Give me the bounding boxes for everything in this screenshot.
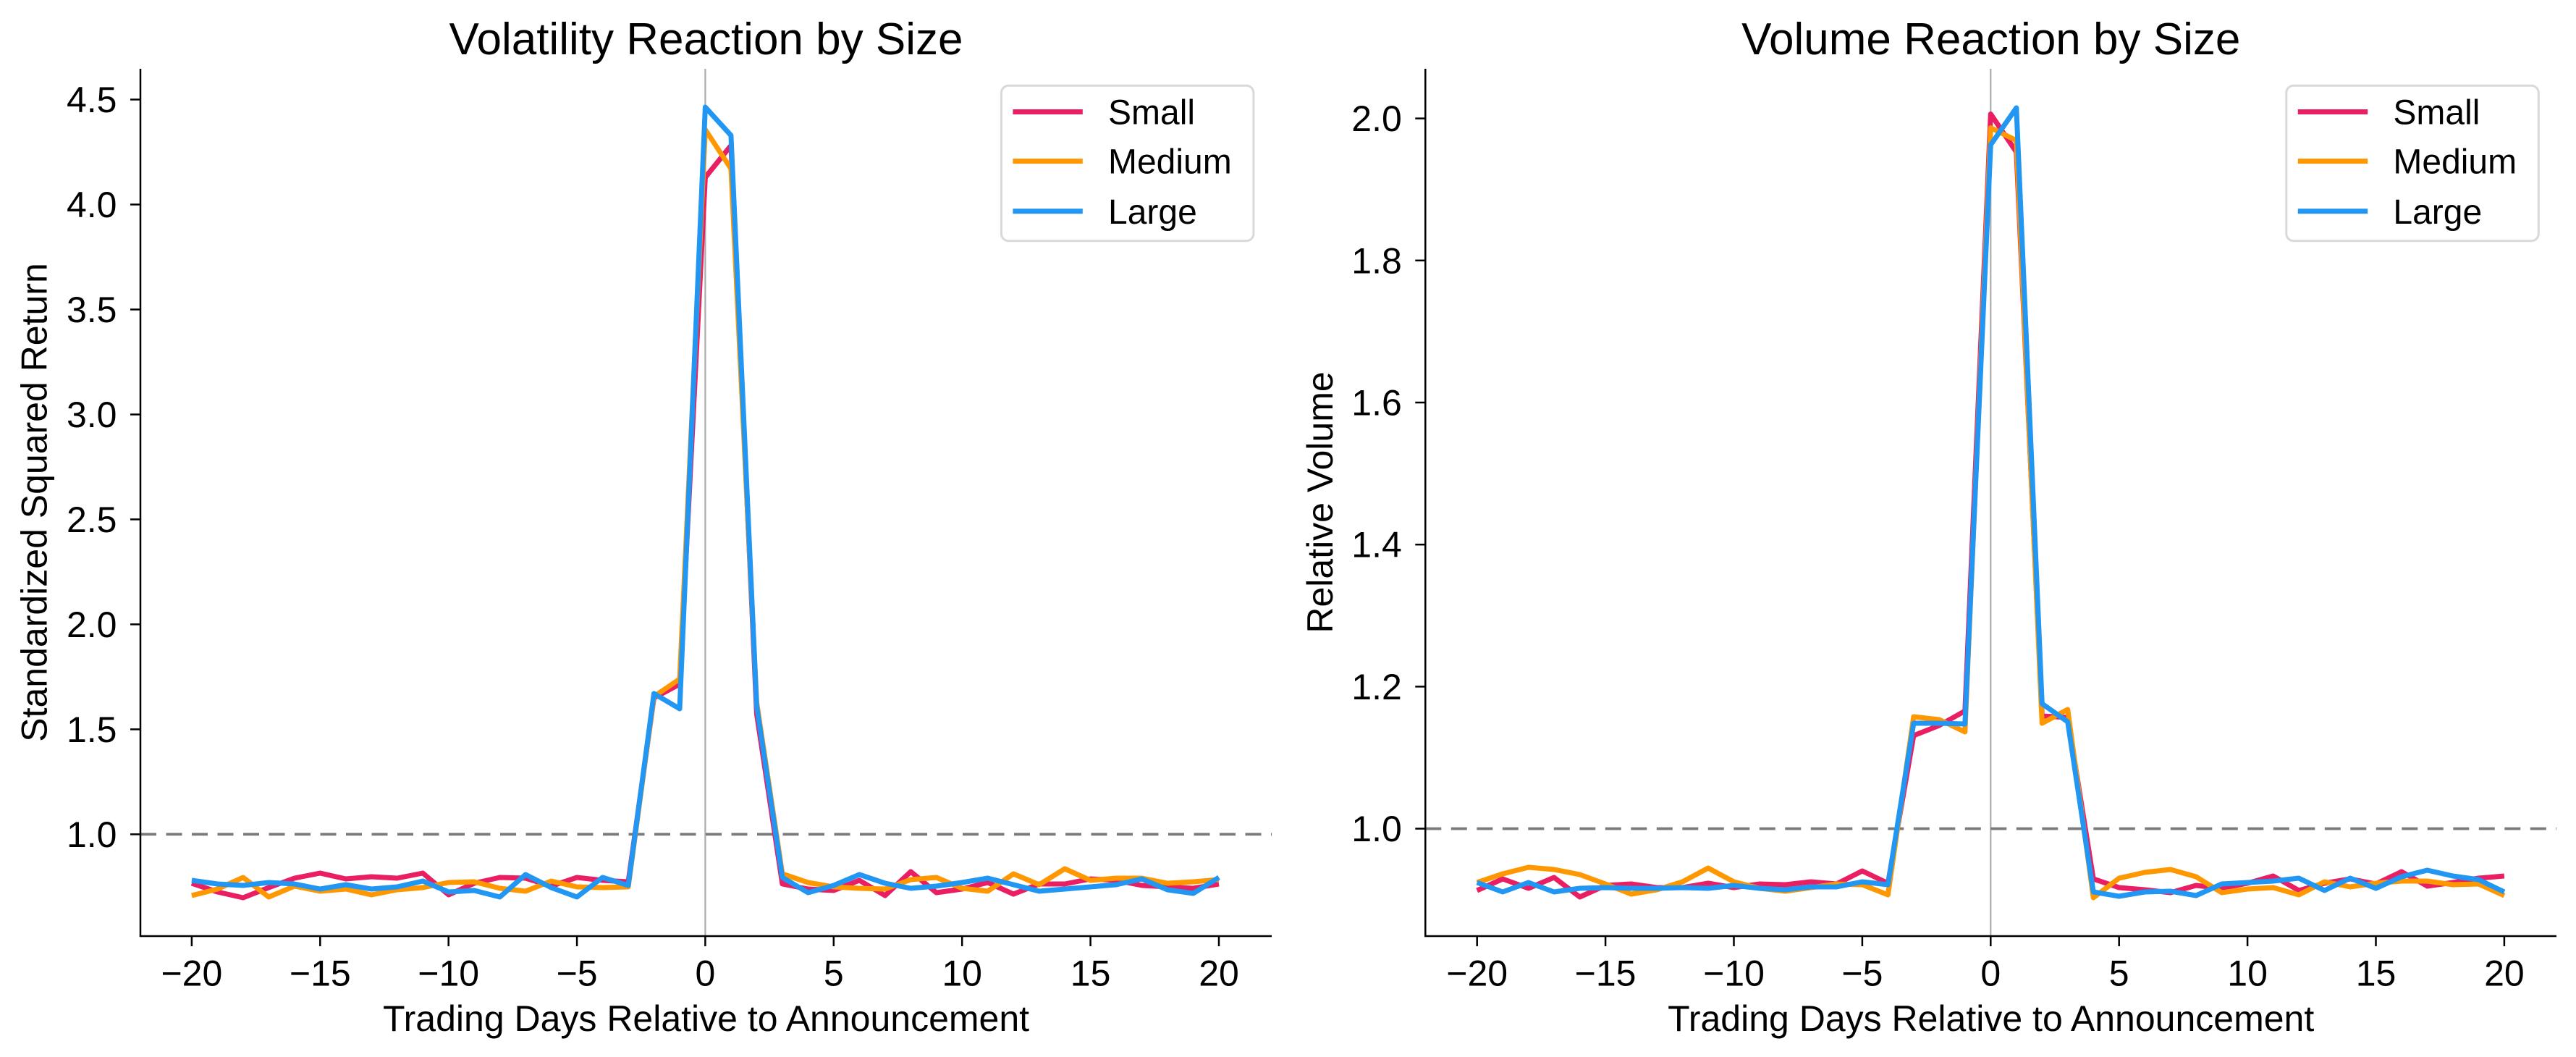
svg-text:Large: Large: [1108, 193, 1197, 232]
svg-text:Large: Large: [2393, 193, 2482, 232]
svg-text:2.0: 2.0: [67, 605, 117, 645]
svg-text:−15: −15: [290, 953, 351, 994]
svg-text:−20: −20: [1446, 953, 1508, 994]
svg-text:Trading Days Relative to Annou: Trading Days Relative to Announcement: [1668, 998, 2314, 1039]
svg-text:1.0: 1.0: [1351, 809, 1402, 849]
svg-text:10: 10: [942, 953, 982, 994]
svg-text:1.2: 1.2: [1351, 667, 1402, 707]
svg-text:0: 0: [695, 953, 715, 994]
svg-text:15: 15: [2356, 953, 2396, 994]
svg-text:Volatility Reaction by Size: Volatility Reaction by Size: [449, 14, 963, 64]
svg-text:3.0: 3.0: [67, 395, 117, 435]
svg-text:Standardized Squared Return: Standardized Squared Return: [14, 263, 55, 742]
svg-text:4.0: 4.0: [67, 185, 117, 225]
svg-text:20: 20: [2484, 953, 2525, 994]
svg-text:3.5: 3.5: [67, 290, 117, 330]
svg-text:−10: −10: [1703, 953, 1765, 994]
svg-text:1.0: 1.0: [67, 814, 117, 855]
svg-text:2.5: 2.5: [67, 500, 117, 540]
svg-text:1.5: 1.5: [67, 709, 117, 750]
svg-text:Trading Days Relative to Annou: Trading Days Relative to Announcement: [383, 998, 1029, 1039]
svg-text:5: 5: [2109, 953, 2129, 994]
svg-text:−10: −10: [418, 953, 479, 994]
svg-text:Medium: Medium: [1108, 143, 1232, 182]
svg-text:1.4: 1.4: [1351, 525, 1402, 565]
svg-text:1.8: 1.8: [1351, 240, 1402, 281]
svg-text:20: 20: [1199, 953, 1239, 994]
svg-text:4.5: 4.5: [67, 80, 117, 120]
svg-text:0: 0: [1980, 953, 2001, 994]
svg-text:1.6: 1.6: [1351, 383, 1402, 424]
svg-text:Volume Reaction by Size: Volume Reaction by Size: [1741, 14, 2240, 64]
svg-text:−20: −20: [161, 953, 222, 994]
svg-text:Medium: Medium: [2393, 143, 2517, 182]
svg-text:−15: −15: [1575, 953, 1637, 994]
svg-text:2.0: 2.0: [1351, 98, 1402, 139]
svg-text:10: 10: [2227, 953, 2268, 994]
svg-text:Small: Small: [1108, 94, 1195, 132]
svg-text:Small: Small: [2393, 94, 2480, 132]
svg-text:5: 5: [824, 953, 844, 994]
svg-text:15: 15: [1070, 953, 1111, 994]
svg-text:Relative Volume: Relative Volume: [1300, 371, 1340, 633]
svg-text:−5: −5: [557, 953, 598, 994]
svg-text:−5: −5: [1841, 953, 1883, 994]
